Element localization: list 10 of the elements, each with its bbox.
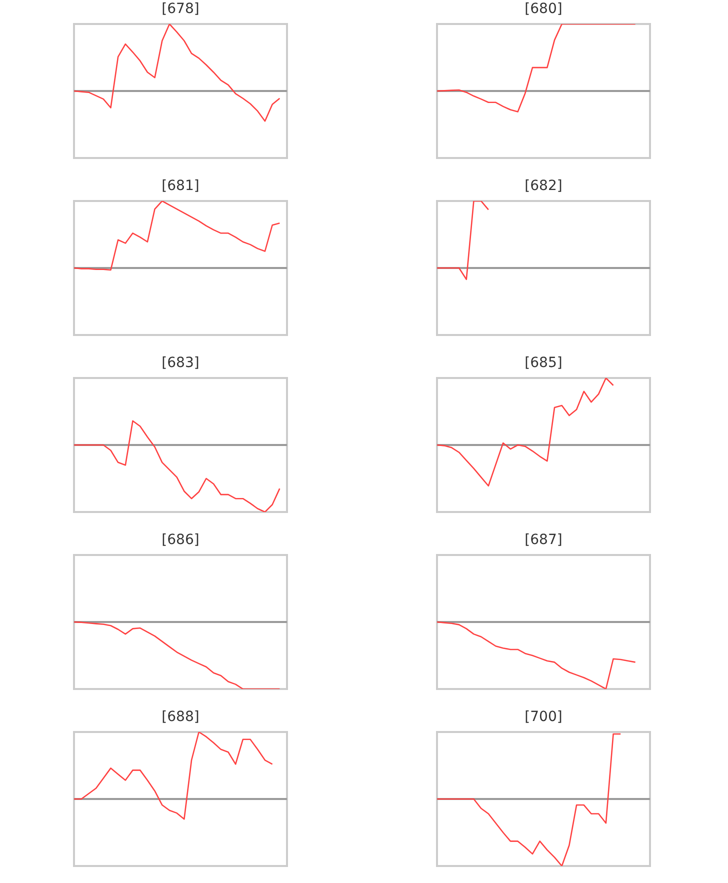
chart-title: [682] xyxy=(524,178,562,194)
chart-title: [680] xyxy=(524,1,562,17)
chart-title: [678] xyxy=(162,1,200,17)
chart-title: [681] xyxy=(162,178,200,194)
chart-title: [688] xyxy=(162,709,200,725)
chart-title: [685] xyxy=(524,355,562,371)
chart-title: [687] xyxy=(524,532,562,548)
chart-title: [683] xyxy=(162,355,200,371)
chart-title: [700] xyxy=(524,709,562,725)
chart-title: [686] xyxy=(162,532,200,548)
